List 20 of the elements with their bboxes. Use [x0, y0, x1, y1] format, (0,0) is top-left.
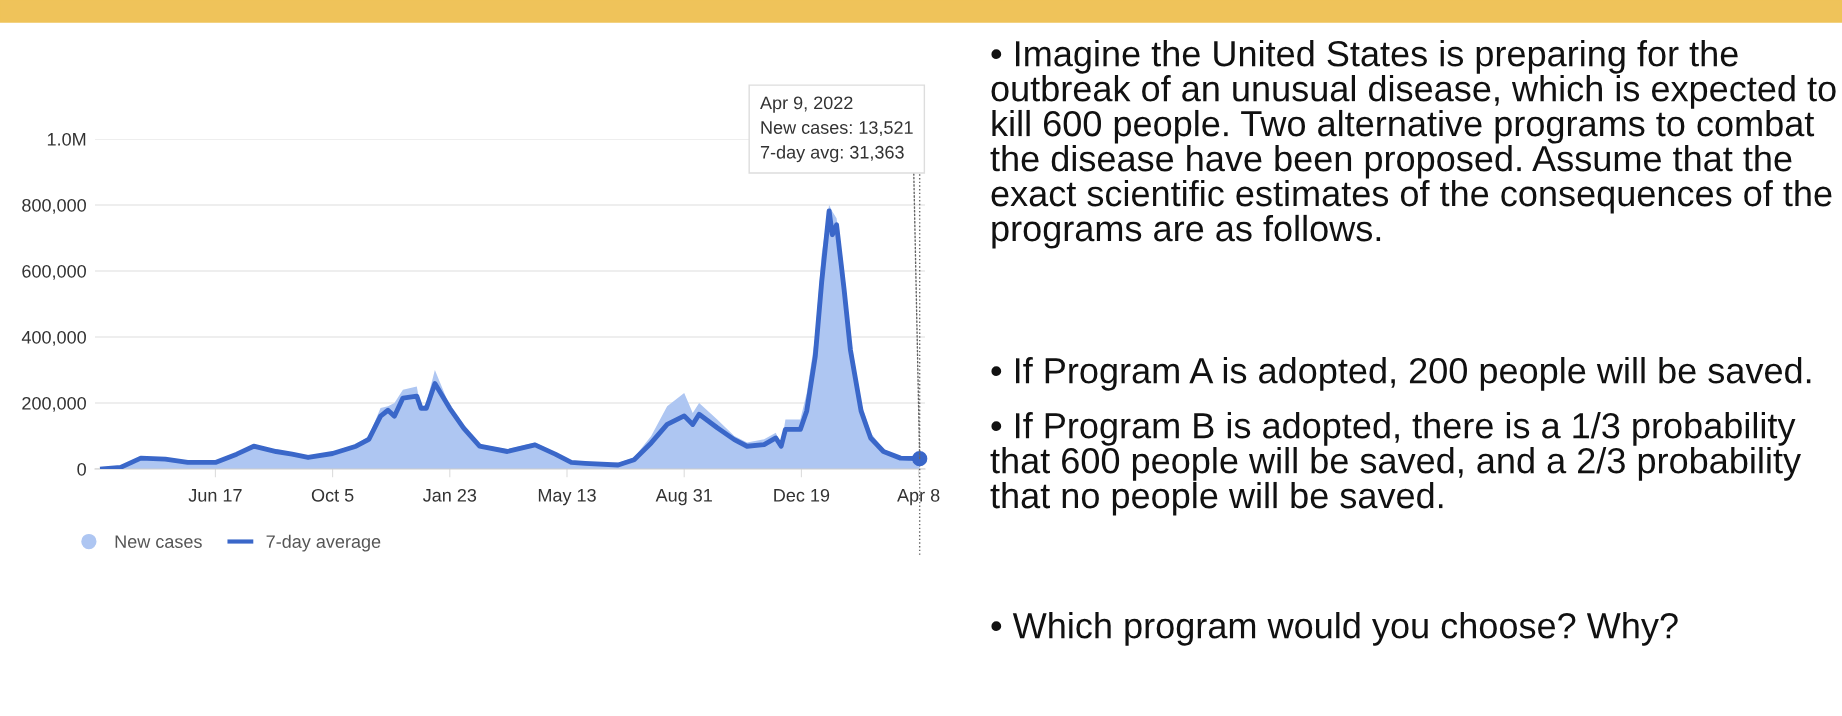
text: • Which program would you choose? Why? [991, 612, 1678, 646]
x-tick-label: Aug 31 [655, 488, 712, 506]
text: • If Program A is adopted, 200 people will be saved. [991, 357, 1811, 391]
y-tick-label: 0 [77, 462, 86, 476]
x-tick-label: Jun 17 [188, 489, 242, 502]
x-tick-label: Apr 8 [897, 488, 940, 506]
legend-label: 7-day average [266, 534, 381, 552]
y-tick-label: 600,000 [22, 264, 86, 280]
x-tick-label: Dec 19 [774, 488, 830, 502]
text: • If Program B is adopted, there is a 1/3 probability that 600 people will be saved, and a 2/3 probability that no people will be saved. [990, 412, 1801, 516]
legend-label: New cases [115, 535, 202, 549]
y-tick-label: 400,000 [21, 330, 86, 346]
text: • Imagine the United States is preparing for the outbreak of an unusual disease, which is expected to kill 600 people. Two alternative programs to combat the disease have been proposed. Assume that the exact scientific estimates of the consequences of the programs are as follows. [990, 40, 1836, 249]
x-tick-label: Oct 5 [311, 488, 354, 502]
y-tick-label: 800,000 [22, 198, 86, 214]
annotation: Apr 9, 2022 New cases: 13,521 7-day avg: 31,363 [760, 96, 913, 163]
y-tick-label: 200,000 [22, 396, 86, 412]
y-tick-label: 1.0M [47, 132, 86, 146]
x-tick-label: Jan 23 [422, 488, 477, 502]
x-tick-label: May 13 [538, 488, 596, 506]
